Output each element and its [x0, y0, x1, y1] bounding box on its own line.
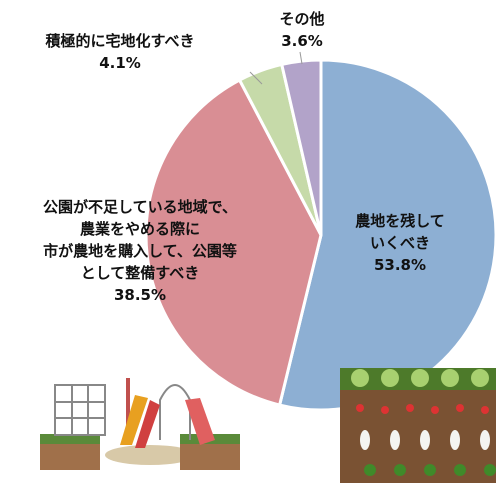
category-label: 積極的に宅地化すべき [45, 32, 195, 50]
category-label: その他 [279, 10, 325, 28]
category-label: 農地を残して いくべき [355, 212, 445, 252]
slice-label: 積極的に宅地化すべき 4.1% [46, 30, 195, 74]
value-label: 4.1% [99, 54, 141, 72]
slice-label: 公園が不足している地域で、 農業をやめる際に 市が農地を購入して、公園等 として… [43, 196, 237, 306]
value-label: 53.8% [373, 256, 427, 274]
leader-line [249, 71, 263, 85]
slice-label: その他 3.6% [279, 8, 324, 52]
slice-label: 農地を残して いくべき 53.8% [355, 210, 445, 276]
playground-illustration [40, 378, 240, 470]
pie-slice [144, 78, 323, 407]
value-label: 38.5% [113, 286, 167, 304]
vegetable-field-illustration [340, 368, 496, 483]
value-label: 3.6% [281, 32, 323, 50]
leader-line [299, 51, 303, 65]
category-label: 公園が不足している地域で、 農業をやめる際に 市が農地を購入して、公園等 として… [43, 198, 237, 282]
